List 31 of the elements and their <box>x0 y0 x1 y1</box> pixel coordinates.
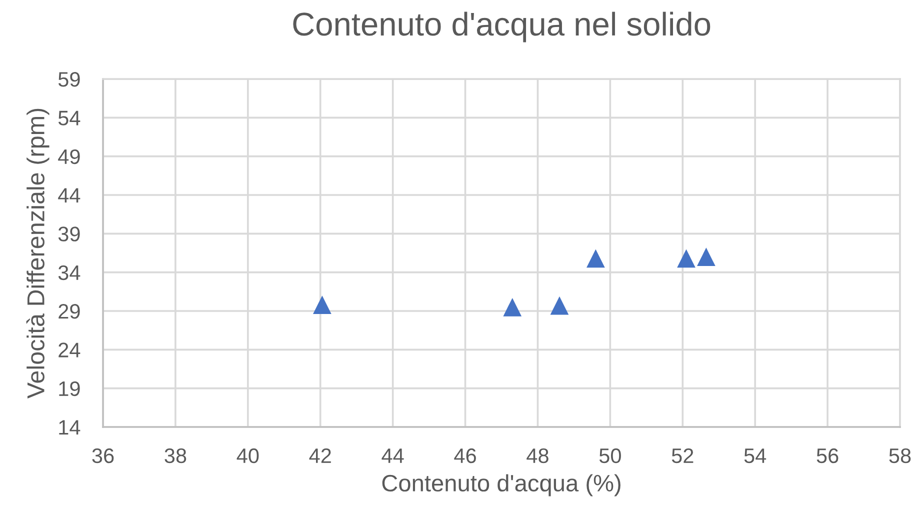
chart-title: Contenuto d'acqua nel solido <box>293 12 710 42</box>
x-tick-label: 42 <box>309 448 331 463</box>
y-tick-label: 24 <box>58 342 80 358</box>
y-tick-label: 19 <box>59 381 80 396</box>
y-tick-label: 14 <box>59 420 80 435</box>
point <box>312 296 332 314</box>
x-tick-label: 52 <box>672 448 694 464</box>
y-tick-label: 44 <box>58 188 80 203</box>
x-tick-label: 46 <box>454 448 476 464</box>
y-tick-label: 54 <box>58 110 80 126</box>
x-tick-label: 58 <box>889 448 911 464</box>
y-tick-label: 34 <box>58 265 80 280</box>
x-tick-label: 48 <box>526 448 548 464</box>
x-tick-label: 50 <box>599 448 621 464</box>
x-tick-label: 56 <box>816 448 838 464</box>
y-tick-label: 29 <box>58 304 80 319</box>
x-tick-label: 36 <box>92 448 114 464</box>
y-tick-label: 49 <box>58 149 80 164</box>
point <box>586 249 605 268</box>
x-tick-label: 44 <box>382 448 404 463</box>
x-tick-label: 54 <box>744 448 766 464</box>
y-axis-title: Velocità Differenziale (rpm) <box>26 108 50 399</box>
x-axis-title: Contenuto d'acqua (%) <box>382 474 620 496</box>
y-tick-label: 59 <box>58 72 80 87</box>
point <box>697 248 716 266</box>
y-tick-label: 39 <box>58 226 80 242</box>
x-tick-label: 38 <box>164 448 186 464</box>
point <box>550 296 569 315</box>
point <box>503 298 522 316</box>
x-tick-label: 40 <box>236 448 259 464</box>
point <box>677 249 696 268</box>
